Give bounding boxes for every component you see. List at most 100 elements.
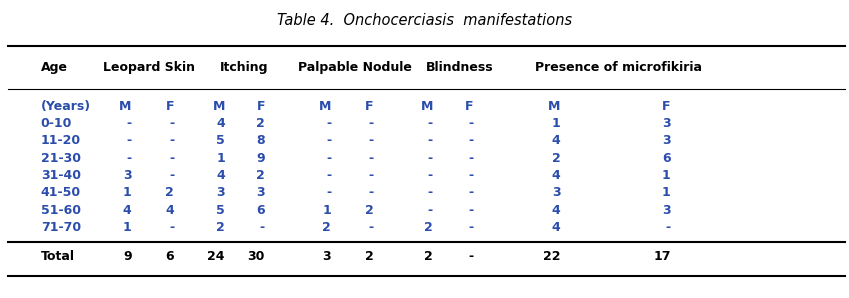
Text: 21-30: 21-30 <box>41 152 81 165</box>
Text: 6: 6 <box>166 250 174 263</box>
Text: -: - <box>127 152 132 165</box>
Text: -: - <box>260 221 265 234</box>
Text: 3: 3 <box>662 117 671 130</box>
Text: 2: 2 <box>365 250 374 263</box>
Text: -: - <box>469 169 474 182</box>
Text: 3: 3 <box>662 134 671 148</box>
Text: 1: 1 <box>123 221 132 234</box>
Text: 4: 4 <box>166 204 174 217</box>
Text: M: M <box>420 100 433 113</box>
Text: 2: 2 <box>216 221 225 234</box>
Text: 41-50: 41-50 <box>41 186 81 199</box>
Text: Itching: Itching <box>219 60 268 74</box>
Text: F: F <box>465 100 474 113</box>
Text: 1: 1 <box>123 186 132 199</box>
Text: -: - <box>326 117 331 130</box>
Text: 3: 3 <box>123 169 132 182</box>
Text: 1: 1 <box>552 117 560 130</box>
Text: 22: 22 <box>543 250 560 263</box>
Text: 0-10: 0-10 <box>41 117 72 130</box>
Text: -: - <box>127 134 132 148</box>
Text: 2: 2 <box>166 186 174 199</box>
Text: 4: 4 <box>216 169 225 182</box>
Text: 51-60: 51-60 <box>41 204 81 217</box>
Text: 4: 4 <box>552 204 560 217</box>
Text: Age: Age <box>41 60 68 74</box>
Text: -: - <box>368 117 374 130</box>
Text: F: F <box>662 100 671 113</box>
Text: -: - <box>169 117 174 130</box>
Text: 30: 30 <box>248 250 265 263</box>
Text: 4: 4 <box>552 221 560 234</box>
Text: 5: 5 <box>216 204 225 217</box>
Text: -: - <box>169 221 174 234</box>
Text: 9: 9 <box>123 250 132 263</box>
Text: 4: 4 <box>216 117 225 130</box>
Text: Blindness: Blindness <box>425 60 493 74</box>
Text: 9: 9 <box>256 152 265 165</box>
Text: 31-40: 31-40 <box>41 169 81 182</box>
Text: -: - <box>368 221 374 234</box>
Text: -: - <box>326 152 331 165</box>
Text: 11-20: 11-20 <box>41 134 81 148</box>
Text: (Years): (Years) <box>41 100 91 113</box>
Text: 4: 4 <box>123 204 132 217</box>
Text: -: - <box>469 152 474 165</box>
Text: Palpable Nodule: Palpable Nodule <box>298 60 412 74</box>
Text: -: - <box>368 169 374 182</box>
Text: -: - <box>169 134 174 148</box>
Text: 3: 3 <box>256 186 265 199</box>
Text: -: - <box>428 134 433 148</box>
Text: 24: 24 <box>207 250 225 263</box>
Text: Leopard Skin: Leopard Skin <box>103 60 194 74</box>
Text: 3: 3 <box>662 204 671 217</box>
Text: F: F <box>166 100 174 113</box>
Text: 3: 3 <box>216 186 225 199</box>
Text: 2: 2 <box>323 221 331 234</box>
Text: -: - <box>469 250 474 263</box>
Text: -: - <box>469 186 474 199</box>
Text: 2: 2 <box>424 250 433 263</box>
Text: -: - <box>127 117 132 130</box>
Text: -: - <box>326 186 331 199</box>
Text: 6: 6 <box>256 204 265 217</box>
Text: -: - <box>469 221 474 234</box>
Text: 5: 5 <box>216 134 225 148</box>
Text: 4: 4 <box>552 134 560 148</box>
Text: F: F <box>365 100 374 113</box>
Text: M: M <box>548 100 560 113</box>
Text: -: - <box>326 169 331 182</box>
Text: -: - <box>428 152 433 165</box>
Text: -: - <box>666 221 671 234</box>
Text: -: - <box>428 186 433 199</box>
Text: 2: 2 <box>256 117 265 130</box>
Text: 71-70: 71-70 <box>41 221 81 234</box>
Text: -: - <box>469 134 474 148</box>
Text: Table 4.  Onchocerciasis  manifestations: Table 4. Onchocerciasis manifestations <box>277 13 572 28</box>
Text: -: - <box>169 169 174 182</box>
Text: 2: 2 <box>424 221 433 234</box>
Text: F: F <box>256 100 265 113</box>
Text: 2: 2 <box>552 152 560 165</box>
Text: -: - <box>469 117 474 130</box>
Text: 8: 8 <box>256 134 265 148</box>
Text: -: - <box>368 134 374 148</box>
Text: -: - <box>469 204 474 217</box>
Text: 6: 6 <box>662 152 671 165</box>
Text: -: - <box>326 134 331 148</box>
Text: Presence of microfikiria: Presence of microfikiria <box>535 60 701 74</box>
Text: 1: 1 <box>216 152 225 165</box>
Text: -: - <box>428 169 433 182</box>
Text: 3: 3 <box>323 250 331 263</box>
Text: M: M <box>119 100 132 113</box>
Text: M: M <box>318 100 331 113</box>
Text: 4: 4 <box>552 169 560 182</box>
Text: 2: 2 <box>365 204 374 217</box>
Text: 2: 2 <box>256 169 265 182</box>
Text: Total: Total <box>41 250 75 263</box>
Text: -: - <box>428 204 433 217</box>
Text: M: M <box>212 100 225 113</box>
Text: -: - <box>368 152 374 165</box>
Text: 17: 17 <box>653 250 671 263</box>
Text: -: - <box>368 186 374 199</box>
